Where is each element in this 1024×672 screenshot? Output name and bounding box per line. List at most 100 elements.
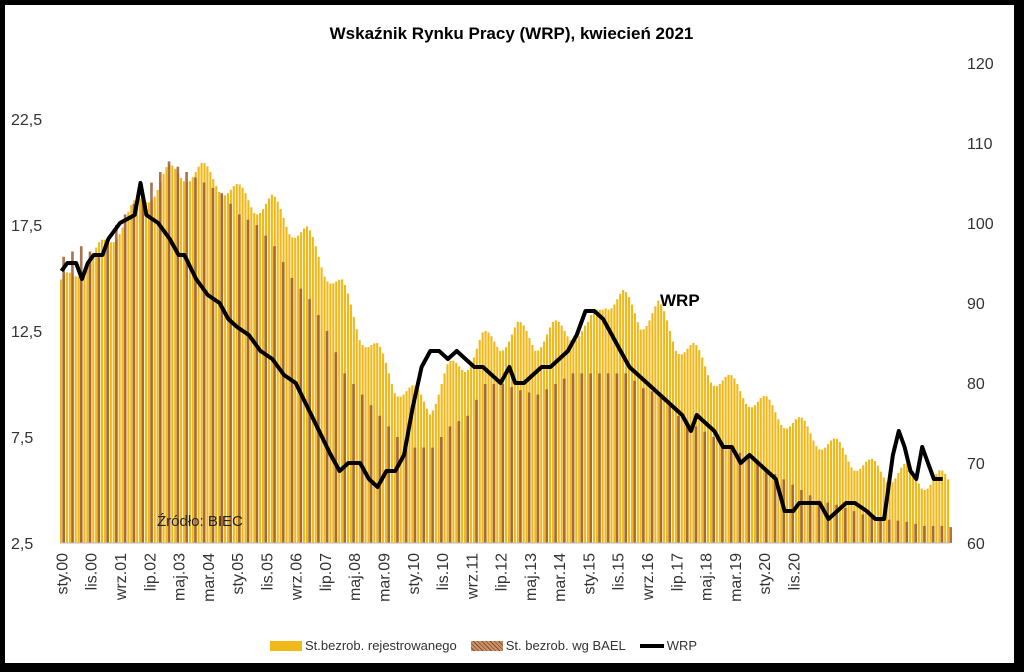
- bar-bael-138: [466, 415, 469, 543]
- bar-reg-185: [601, 309, 604, 543]
- bar-reg-51: [209, 172, 212, 543]
- bar-reg-270: [850, 467, 853, 543]
- bar-bael-141: [475, 399, 478, 543]
- bar-reg-137: [461, 369, 464, 543]
- bar-bael-279: [879, 518, 882, 543]
- bar-bael-180: [589, 373, 592, 543]
- bar-reg-123: [420, 394, 423, 543]
- bar-reg-3: [68, 272, 71, 543]
- right-tick-label: 60: [967, 536, 985, 553]
- left-axis: 2,5 7,5 12,5 17,5 22,5: [11, 112, 42, 553]
- bar-reg-27: [139, 198, 142, 543]
- x-tick-label: maj.08: [347, 553, 364, 601]
- bar-bael-264: [835, 504, 838, 543]
- bar-bael-174: [571, 373, 575, 543]
- bar-bael-78: [290, 278, 294, 543]
- bar-reg-266: [838, 442, 841, 543]
- bar-reg-102: [358, 340, 361, 543]
- bar-bael-261: [826, 502, 830, 543]
- bar-reg-210: [674, 350, 677, 543]
- bar-reg-225: [718, 384, 721, 543]
- bar-reg-18: [112, 242, 115, 543]
- bar-reg-297: [929, 484, 932, 543]
- bar-reg-56: [223, 195, 227, 544]
- bar-reg-285: [894, 478, 897, 543]
- bar-bael-96: [343, 373, 347, 543]
- bar-reg-293: [917, 483, 920, 543]
- bar-reg-253: [800, 417, 803, 543]
- bar-bael-39: [176, 166, 180, 543]
- bar-reg-224: [715, 386, 718, 543]
- x-tick-label: sty.00: [55, 553, 72, 595]
- bar-bael-18: [115, 225, 118, 543]
- x-tick-label: mar.14: [552, 553, 569, 602]
- bar-reg-291: [911, 470, 915, 543]
- bar-bael-219: [703, 431, 707, 543]
- bar-reg-288: [903, 463, 906, 543]
- bar-reg-200: [645, 326, 648, 543]
- bar-reg-296: [926, 488, 929, 543]
- bar-bael-33: [158, 172, 162, 543]
- bar-reg-15: [103, 239, 107, 543]
- bar-bael-252: [800, 490, 803, 543]
- bar-reg-222: [709, 382, 713, 543]
- bar-reg-192: [622, 290, 625, 543]
- bar-reg-299: [935, 474, 938, 543]
- x-tick-label: maj.18: [699, 553, 716, 601]
- bar-reg-23: [127, 211, 130, 544]
- bar-reg-259: [818, 449, 821, 543]
- bar-bael-6: [79, 246, 83, 543]
- bar-bael-288: [905, 521, 909, 543]
- x-tick-label: lis.20: [786, 553, 803, 590]
- bar-bael-147: [492, 384, 496, 543]
- bar-reg-117: [402, 394, 405, 543]
- bar-bael-126: [431, 447, 434, 543]
- bar-reg-2: [65, 272, 68, 543]
- x-tick-label: lip.07: [318, 553, 335, 591]
- right-tick-label: 120: [967, 56, 994, 73]
- bar-reg-191: [619, 293, 622, 543]
- bar-reg-182: [592, 311, 595, 543]
- bar-reg-65: [250, 207, 253, 544]
- bar-reg-36: [165, 167, 168, 543]
- bar-reg-104: [364, 347, 367, 543]
- bar-reg-8: [83, 273, 86, 543]
- bar-reg-303: [947, 479, 950, 543]
- bar-reg-302: [944, 473, 947, 543]
- bar-reg-41: [180, 178, 183, 543]
- bar-reg-158: [522, 325, 525, 543]
- bar-reg-50: [206, 166, 209, 543]
- bar-bael-282: [887, 519, 891, 543]
- right-tick-label: 100: [967, 216, 994, 233]
- bar-reg-230: [733, 378, 736, 543]
- bar-bael-273: [861, 514, 865, 543]
- bar-reg-246: [780, 425, 783, 543]
- bar-bael-30: [150, 182, 153, 543]
- bar-reg-219: [701, 357, 704, 543]
- x-tick-label: lis.05: [259, 553, 276, 590]
- bar-reg-159: [525, 331, 528, 543]
- bar-reg-283: [888, 483, 891, 543]
- bar-reg-71: [267, 198, 270, 543]
- bar-reg-250: [791, 422, 795, 543]
- bar-bael-123: [422, 447, 426, 543]
- legend-swatch-wrp: [639, 643, 664, 648]
- left-tick-label: 2,5: [11, 536, 33, 553]
- bar-reg-62: [241, 187, 244, 543]
- bar-reg-233: [742, 398, 745, 543]
- bar-reg-57: [226, 193, 229, 543]
- bar-reg-173: [566, 336, 569, 543]
- bar-reg-174: [569, 340, 572, 543]
- bar-reg-143: [478, 339, 481, 543]
- x-tick-label: sty.20: [757, 553, 774, 595]
- bar-reg-195: [630, 304, 633, 543]
- bar-reg-167: [548, 327, 552, 543]
- bar-reg-105: [367, 346, 370, 543]
- bar-bael-111: [387, 426, 390, 543]
- bar-reg-287: [900, 467, 903, 543]
- bar-bael-42: [185, 172, 188, 543]
- x-tick-label: wrz.01: [113, 553, 130, 601]
- bar-bael-297: [931, 526, 935, 543]
- bar-reg-265: [835, 438, 838, 543]
- bar-bael-117: [404, 442, 408, 543]
